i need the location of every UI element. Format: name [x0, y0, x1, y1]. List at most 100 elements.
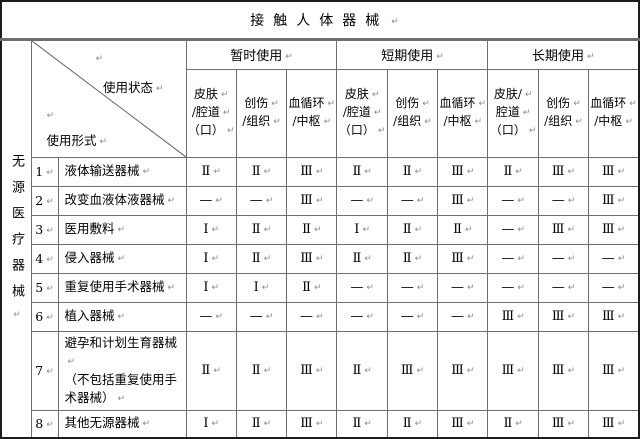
class-value-cell: — [437, 301, 489, 332]
subheader-line: /中枢 [590, 113, 638, 131]
device-name-line: 重复使用手术器械 [65, 278, 184, 297]
class-value-cell: Ⅲ [437, 330, 489, 411]
subheader-skin-cavity: 皮肤/腔道（口） [185, 68, 237, 158]
left-category-label: 无源医疗器械 [2, 154, 30, 320]
class-value-cell: Ⅰ [185, 214, 237, 245]
class-value-cell: Ⅱ [487, 409, 539, 439]
class-value-cell: — [386, 301, 439, 332]
class-value-cell: Ⅲ [537, 409, 590, 439]
row-number-cell: 3 [30, 214, 59, 245]
device-name-line: 医用敷料 [65, 220, 184, 239]
subheader-wound-tissue: 创伤/组织 [537, 68, 590, 158]
class-value-cell: Ⅲ [437, 156, 489, 187]
subheader-line: /中枢 [288, 113, 336, 131]
subheader-line: 创伤 [539, 95, 587, 113]
corner-header-cell: ↵ 使用状态 ↵ 使用形式 [30, 38, 187, 158]
paragraph-mark: ↵ [95, 53, 104, 64]
class-value-cell: — [487, 214, 539, 245]
class-value-cell: Ⅲ [437, 243, 489, 274]
subheader-line: 创伤 [388, 95, 436, 113]
class-value-cell: Ⅲ [286, 409, 338, 439]
class-value-cell: Ⅲ [286, 330, 338, 411]
class-value-cell: — [185, 301, 237, 332]
device-name-line: 避孕和计划生育器械 [65, 334, 184, 371]
class-value-cell: Ⅲ [588, 301, 640, 332]
class-value-cell: Ⅲ [286, 185, 338, 216]
row-number-cell: 4 [30, 243, 59, 274]
class-value-cell: Ⅱ [235, 156, 288, 187]
class-value-cell: Ⅲ [386, 330, 439, 411]
class-value-cell: Ⅲ [537, 214, 590, 245]
class-value-cell: Ⅱ [336, 330, 388, 411]
table-row: 2改变血液体液器械——Ⅲ——Ⅲ——Ⅲ [1, 185, 640, 216]
subheader-line: （口） [338, 122, 386, 140]
class-value-cell: Ⅲ [437, 409, 489, 439]
table-title: 接触人体器械 [0, 1, 640, 41]
title-row: 接触人体器械 [0, 1, 640, 41]
left-category-cell: 无源医疗器械 [0, 38, 32, 439]
group-header-row: 无源医疗器械 ↵ 使用状态 ↵ 使用形式 暂时使用 短期使用 长期使用 [0, 38, 640, 439]
class-value-cell: Ⅲ [537, 301, 590, 332]
subheader-line: 腔道 [489, 104, 537, 122]
subheader-line: （口） [187, 122, 235, 140]
device-name-line: 植入器械 [65, 307, 184, 326]
table-row: 4侵入器械ⅠⅡⅢⅡⅡⅢ——— [1, 243, 640, 274]
table-row: 5重复使用手术器械ⅠⅠⅡ—————— [1, 272, 640, 303]
subheader-row: 皮肤/腔道（口）创伤/组织血循环/中枢皮肤/腔道（口）创伤/组织血循环/中枢皮肤… [1, 68, 640, 158]
subheader-skin-cavity: 皮肤/腔道（口） [336, 68, 388, 158]
device-name-line: 其他无源器械 [65, 414, 184, 433]
table-row: 3医用敷料ⅠⅡⅡⅠⅡⅡ—ⅢⅢ [1, 214, 640, 245]
row-number-cell: 6 [30, 301, 59, 332]
class-value-cell: Ⅲ [487, 330, 539, 411]
class-value-cell: — [336, 185, 388, 216]
subheader-line: （口） [489, 122, 537, 140]
class-value-cell: Ⅱ [286, 272, 338, 303]
class-value-cell: Ⅱ [235, 330, 288, 411]
diagonal-line [32, 40, 185, 156]
class-value-cell: Ⅲ [588, 214, 640, 245]
device-name-cell: 液体输送器械 [57, 156, 187, 187]
class-value-cell: Ⅱ [386, 214, 439, 245]
class-value-cell: — [537, 272, 590, 303]
corner-bottom-label: 使用形式 [47, 130, 108, 149]
subheader-line: /组织 [388, 113, 436, 131]
class-value-cell: Ⅱ [437, 214, 489, 245]
class-value-cell: — [336, 301, 388, 332]
class-value-cell: — [386, 185, 439, 216]
class-value-cell: — [487, 243, 539, 274]
device-name-line: 改变血液体液器械 [65, 191, 184, 210]
class-value-cell: — [437, 272, 489, 303]
subheader-circulation-cns: 血循环/中枢 [437, 68, 489, 158]
class-value-cell: Ⅰ [235, 272, 288, 303]
class-value-cell: Ⅰ [185, 272, 237, 303]
class-value-cell: — [386, 272, 439, 303]
class-value-cell: Ⅰ [185, 243, 237, 274]
class-value-cell: — [537, 185, 590, 216]
class-value-cell: Ⅱ [386, 156, 439, 187]
device-name-cell: 避孕和计划生育器械（不包括重复使用手术器械） [57, 330, 187, 411]
device-name-line: （不包括重复使用手术器械） [65, 371, 184, 408]
class-value-cell: — [588, 243, 640, 274]
row-number-cell: 1 [30, 156, 59, 187]
row-number-cell: 5 [30, 272, 59, 303]
table-row: 1液体输送器械ⅡⅡⅢⅡⅡⅢⅡⅢⅢ [1, 156, 640, 187]
class-value-cell: Ⅲ [286, 243, 338, 274]
subheader-line: 血循环 [288, 95, 336, 113]
device-name-cell: 植入器械 [57, 301, 187, 332]
row-number-cell: 2 [30, 185, 59, 216]
subheader-line: 血循环 [439, 95, 487, 113]
class-value-cell: Ⅱ [235, 409, 288, 439]
class-value-cell: Ⅲ [537, 156, 590, 187]
class-value-cell: — [286, 301, 338, 332]
subheader-line: 创伤 [237, 95, 285, 113]
subheader-wound-tissue: 创伤/组织 [235, 68, 288, 158]
subheader-circulation-cns: 血循环/中枢 [286, 68, 338, 158]
device-name-cell: 医用敷料 [57, 214, 187, 245]
class-value-cell: Ⅲ [588, 156, 640, 187]
device-name-cell: 其他无源器械 [57, 409, 187, 439]
class-value-cell: Ⅲ [487, 301, 539, 332]
class-value-cell: — [235, 185, 288, 216]
row-number-cell: 8 [30, 409, 59, 439]
subheader-line: /中枢 [439, 113, 487, 131]
